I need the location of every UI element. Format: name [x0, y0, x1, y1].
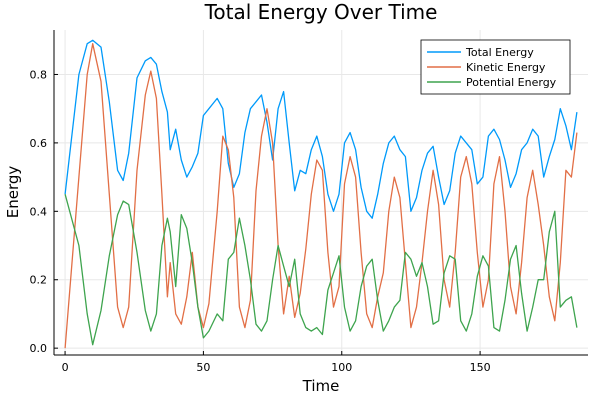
y-tick-label-3: 0.6	[30, 137, 48, 150]
series-line-kinetic-energy	[64, 43, 578, 349]
y-tick-label-2: 0.4	[30, 205, 48, 218]
y-axis-label: Energy	[4, 166, 22, 219]
legend-label-kinetic-energy: Kinetic Energy	[466, 61, 546, 74]
y-tick-label-1: 0.2	[30, 274, 48, 287]
x-axis-label: Time	[302, 377, 340, 395]
x-tick-label-1: 50	[196, 361, 210, 374]
series-layer	[64, 39, 578, 349]
x-tick-label-2: 100	[331, 361, 352, 374]
chart-title: Total Energy Over Time	[204, 0, 438, 24]
x-tick-label-3: 150	[470, 361, 491, 374]
y-ticks: 0.0 0.2 0.4 0.6 0.8	[30, 68, 58, 355]
series-line-total-energy	[64, 39, 578, 219]
y-tick-label-0: 0.0	[30, 342, 48, 355]
legend-label-total-energy: Total Energy	[465, 46, 534, 59]
series-line-potential-energy	[64, 194, 578, 346]
legend-label-potential-energy: Potential Energy	[466, 76, 557, 89]
y-tick-label-4: 0.8	[30, 68, 48, 81]
x-tick-label-0: 0	[62, 361, 69, 374]
legend: Total Energy Kinetic Energy Potential Ener…	[420, 39, 571, 95]
x-ticks: 0 50 100 150	[62, 351, 491, 374]
plot-axes	[53, 30, 588, 356]
